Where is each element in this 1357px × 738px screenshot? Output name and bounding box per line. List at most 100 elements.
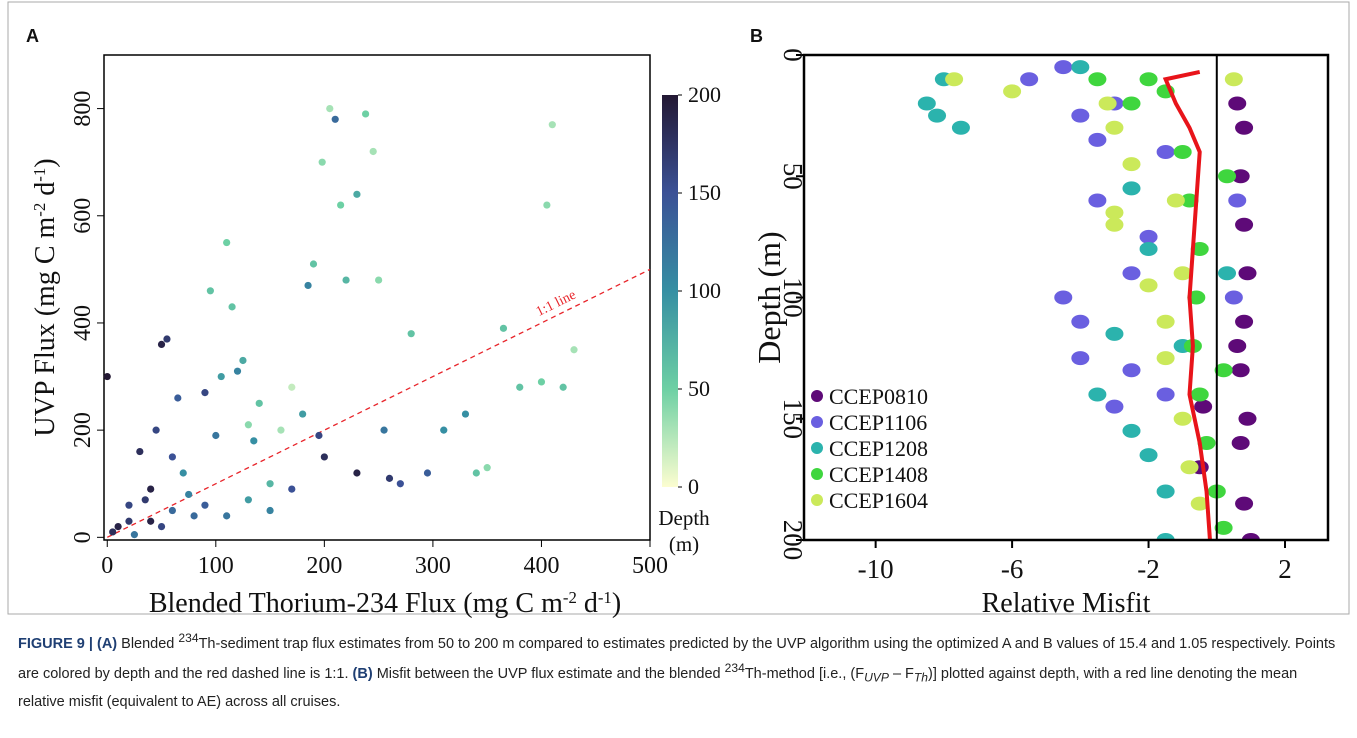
data-point [1105,326,1124,341]
data-point [1235,217,1254,232]
caption-text: Blended [117,635,179,652]
data-point [163,335,171,343]
data-point [1122,157,1141,172]
data-point [1218,169,1237,184]
data-point [1071,60,1090,75]
data-point [1105,120,1124,135]
points-layer [917,60,1260,540]
data-point [1156,533,1175,540]
data-point [1122,423,1141,438]
data-point [288,485,296,493]
caption-text: )] plotted against depth, with a red lin… [18,665,1298,710]
data-point [353,190,361,198]
legend-label: CCEP1208 [829,436,928,461]
legend-marker [811,390,823,402]
y-tick-label: 800 [70,91,96,127]
data-point [1173,266,1192,281]
data-point [201,501,209,509]
data-point [1054,60,1073,75]
data-point [125,501,133,509]
data-point [548,121,556,129]
data-point [244,421,252,429]
data-point [1214,520,1233,535]
data-point [168,506,176,515]
data-point [1224,72,1243,87]
data-point [136,447,144,456]
data-point [917,96,936,111]
data-point [168,453,176,461]
data-point [1088,132,1107,147]
x-tick-label: -10 [858,554,894,584]
caption-text: UVP [864,670,889,685]
plot-frame [103,54,651,541]
data-point [1139,242,1158,256]
data-point [114,523,122,531]
data-point [353,469,361,477]
figure: A B 0 100 200 300 400 5000200400600800Blended… [7,1,1350,619]
data-point [1071,314,1090,329]
x-tick-label: 300 [415,553,451,579]
figure-border [7,1,1350,615]
data-point [1214,363,1233,378]
y-tick-label: 100 [778,277,808,318]
data-point [559,383,567,391]
data-point [244,496,252,504]
data-point [130,531,138,539]
colorbar-label: (m) [669,532,699,556]
colorbar-tick-label: 100 [688,278,721,303]
y-tick-label: 200 [70,412,96,448]
data-point [309,260,318,268]
legend-marker [811,494,823,506]
data-point [342,276,350,284]
data-point [1194,399,1213,414]
data-point [1105,205,1124,220]
caption-text: (B) [352,665,373,682]
panel-label: B [750,26,763,46]
data-point [255,399,263,407]
data-point [537,378,546,386]
data-point [1122,181,1141,196]
axis-label-part: ) [612,588,621,619]
data-point [179,469,187,477]
data-point [472,469,480,477]
data-point [1156,484,1175,499]
data-point [461,410,470,418]
colorbar-tick-label: 0 [688,474,699,499]
data-point [1238,266,1257,281]
data-point [1235,120,1254,135]
mean-line [1162,70,1212,540]
data-point [331,115,339,123]
data-point [1122,363,1141,378]
data-point [1139,278,1158,293]
data-point [1235,314,1254,329]
data-point [228,303,236,311]
data-point [266,480,274,488]
data-point [1156,314,1175,329]
data-point [380,426,388,434]
axis-label-part: -2 [30,203,49,217]
axis-label-part: Blended Thorium-234 Flux (mg C m [149,588,563,619]
data-point [1105,217,1124,232]
data-point [1228,96,1247,111]
data-point [1071,108,1090,123]
axis-label-part: d [577,588,598,619]
data-point [1098,96,1117,111]
data-point [543,201,551,209]
data-point [147,517,155,525]
data-point [1190,387,1209,402]
y-tick-label: 0 [778,48,808,62]
legend-label: CCEP0810 [829,384,928,409]
data-point [1088,193,1107,208]
reference-line [106,268,651,538]
data-point [1122,266,1141,281]
data-point [326,104,334,113]
data-point [945,72,964,87]
data-point [185,490,193,499]
legend-label: CCEP1604 [829,488,928,513]
axis-label: UVP Flux (mg C m-2 d-1) [30,158,62,436]
data-point [1105,399,1124,414]
data-point [1054,290,1073,305]
x-tick-label: 100 [198,553,234,579]
data-point [223,512,231,520]
